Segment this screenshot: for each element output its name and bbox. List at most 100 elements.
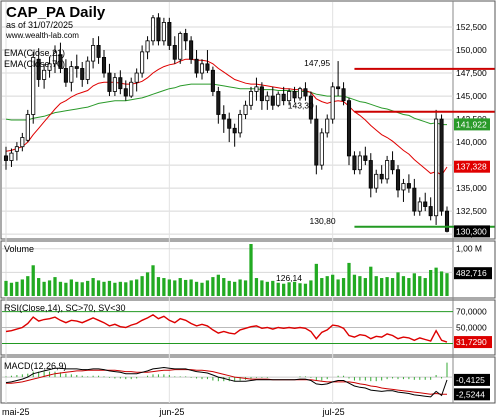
candle (227, 112, 232, 143)
candle-body (352, 155, 357, 171)
ema70-legend: EMA(Close,70) (4, 59, 65, 69)
price-tick-label: 135,000 (456, 183, 487, 193)
rsi-line (5, 313, 448, 343)
candle-body (259, 86, 264, 102)
volume-bar (385, 277, 389, 296)
candle (205, 50, 210, 74)
volume-bar (390, 278, 395, 296)
candle (156, 13, 161, 46)
candle-body (444, 210, 450, 232)
volume-bar (352, 274, 357, 296)
candle (330, 82, 335, 124)
volume-bar (238, 279, 242, 296)
level-annotation: 130,80 (310, 216, 336, 226)
macd-signal-line (6, 369, 448, 395)
candle-body (199, 63, 205, 74)
volume-bar (260, 280, 264, 296)
candle (270, 86, 275, 110)
candle-body (406, 183, 411, 189)
candle (276, 91, 281, 108)
candle-body (42, 69, 47, 80)
candle (243, 100, 248, 120)
candle (259, 82, 264, 110)
candle (346, 97, 352, 166)
candle-body (434, 118, 439, 217)
volume-bar (42, 281, 46, 296)
volume-bar (135, 279, 139, 296)
volume-bar (309, 280, 313, 296)
volume-bar (15, 281, 19, 296)
candle-body (52, 51, 58, 65)
candle (145, 36, 150, 60)
candle-body (25, 114, 30, 141)
volume-bar (347, 262, 351, 296)
volume-bar (401, 276, 406, 296)
candle (314, 105, 319, 175)
volume-bar (37, 278, 41, 296)
candle-body (379, 173, 384, 180)
rsi-pane-label: RSI(Close,14), SC>70, SV<30 (4, 303, 126, 313)
candle-body (161, 22, 166, 42)
candle-body (221, 114, 226, 120)
price-badge-text: 137,328 (456, 162, 487, 172)
candle-body (401, 183, 406, 191)
candle (161, 17, 166, 46)
volume-bar (69, 279, 73, 296)
volume-bar (363, 278, 367, 296)
volume-bar (53, 277, 57, 296)
candle (292, 86, 297, 103)
candle (42, 63, 47, 89)
volume-bar (102, 281, 106, 296)
chart-title: CAP_PA Daily (6, 4, 106, 21)
price-tick-label: 145,000 (456, 91, 487, 101)
candle-body (292, 91, 297, 99)
candle (123, 80, 128, 101)
candle (325, 114, 330, 138)
candle (254, 77, 259, 101)
candle-body (85, 60, 90, 80)
candle (178, 31, 183, 64)
price-tick-label: 150,000 (456, 45, 487, 55)
volume-bar (96, 280, 101, 296)
candle (352, 151, 357, 175)
rsi-tick-label: 70,0000 (456, 307, 487, 317)
volume-bar (178, 278, 182, 296)
volume-bar (151, 265, 155, 296)
candle-body (101, 56, 107, 74)
volume-bar (325, 276, 329, 296)
candle (319, 128, 324, 170)
candle-body (314, 118, 319, 166)
candle-body (123, 88, 128, 97)
candle (183, 28, 188, 51)
candle-body (58, 54, 63, 69)
candle-body (281, 93, 286, 102)
candle (406, 174, 411, 193)
candle (336, 61, 341, 97)
volume-bar (26, 276, 30, 296)
volume-bar (341, 278, 346, 296)
macd-pane-frame (0, 356, 496, 404)
volume-bar (222, 278, 226, 296)
candle (9, 148, 14, 167)
price-tick-label: 152,500 (456, 22, 487, 32)
volume-bar (31, 265, 35, 296)
candle (69, 61, 74, 92)
candle (20, 132, 25, 152)
volume-bar (194, 281, 199, 296)
candle-body (20, 137, 25, 148)
candle (265, 91, 270, 110)
candle-body (118, 77, 123, 90)
candle (74, 54, 79, 78)
volume-bar (20, 279, 24, 296)
candle-body (227, 118, 232, 129)
volume-bar (358, 276, 362, 296)
volume-bar (320, 278, 324, 296)
candle-body (303, 88, 308, 97)
candle-body (178, 33, 183, 60)
volume-badge (454, 267, 492, 280)
candle-body (9, 152, 14, 161)
candle (58, 42, 63, 74)
candle (199, 59, 205, 80)
candle (221, 105, 226, 133)
candle (63, 59, 68, 87)
